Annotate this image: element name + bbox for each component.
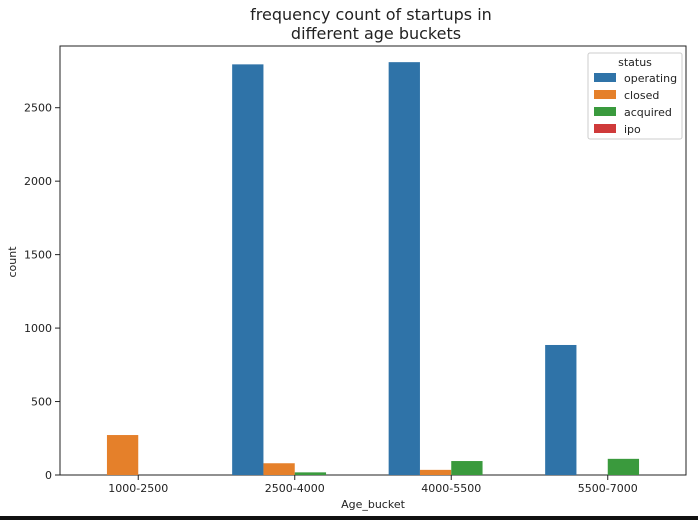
legend-title: status <box>618 56 652 69</box>
bar-acquired-5500-7000 <box>607 458 640 475</box>
y-axis: 0 500 1000 1500 2000 2500 <box>24 102 60 482</box>
plot-area <box>59 45 687 476</box>
chart-title-line-1: frequency count of startups in <box>250 5 492 24</box>
y-tick-label: 2000 <box>24 175 52 188</box>
y-tick-label: 1000 <box>24 322 52 335</box>
x-tick-label: 2500-4000 <box>265 482 325 495</box>
y-tick-label: 0 <box>45 469 52 482</box>
bar-closed-1000-2500 <box>106 435 139 475</box>
legend-label-operating: operating <box>624 72 677 85</box>
window-bottom-border <box>0 516 698 520</box>
bar-operating-4000-5500 <box>388 62 420 475</box>
legend-swatch-operating <box>594 73 616 82</box>
legend-label-ipo: ipo <box>624 123 641 136</box>
y-tick-label: 1500 <box>24 249 52 262</box>
bar-operating-5500-7000 <box>545 344 577 475</box>
chart-title-line-2: different age buckets <box>291 24 461 43</box>
legend-swatch-acquired <box>594 107 616 116</box>
bar-closed-4000-5500 <box>419 469 452 475</box>
x-tick-label: 5500-7000 <box>578 482 638 495</box>
x-tick-label: 1000-2500 <box>108 482 168 495</box>
bar-closed-2500-4000 <box>263 463 295 475</box>
legend-label-closed: closed <box>624 89 659 102</box>
y-axis-label: count <box>6 246 19 278</box>
legend-swatch-closed <box>594 90 616 99</box>
y-tick-label: 500 <box>31 396 52 409</box>
x-axis: 1000-2500 2500-4000 4000-5500 5500-7000 <box>108 475 638 495</box>
x-axis-label: Age_bucket <box>341 498 406 511</box>
legend-swatch-ipo <box>594 124 616 133</box>
bar-acquired-4000-5500 <box>451 461 483 475</box>
legend: status operating closed acquired ipo <box>587 52 683 140</box>
y-tick-label: 2500 <box>24 102 52 115</box>
bar-operating-2500-4000 <box>232 64 264 476</box>
x-tick-label: 4000-5500 <box>421 482 481 495</box>
bars-group <box>106 62 640 476</box>
legend-label-acquired: acquired <box>624 106 672 119</box>
bar-acquired-2500-4000 <box>294 472 327 475</box>
